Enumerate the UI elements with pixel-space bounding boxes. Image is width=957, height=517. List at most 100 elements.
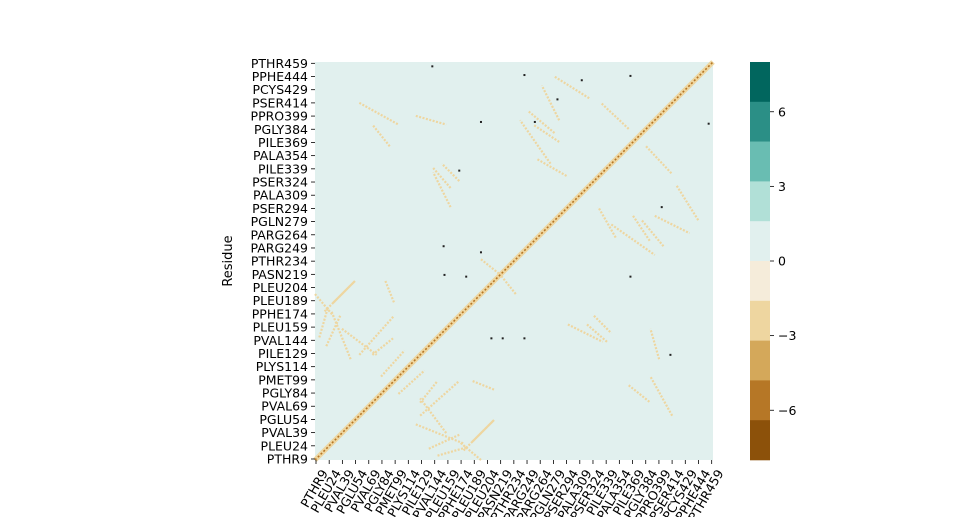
contact-segment-mirror bbox=[532, 123, 560, 143]
contact-segment bbox=[371, 336, 395, 356]
heatmap-plot-area bbox=[313, 60, 715, 462]
contact-point bbox=[442, 245, 445, 248]
contact-segment bbox=[654, 214, 691, 235]
y-tick-label: PILE339 bbox=[258, 161, 308, 176]
colorbar-tick-label: 3 bbox=[778, 179, 786, 194]
contact-segment-mirror bbox=[419, 380, 439, 404]
contact-point bbox=[490, 337, 493, 340]
y-tick-label: PGLU54 bbox=[259, 412, 308, 427]
contact-segment bbox=[528, 110, 556, 135]
contact-point bbox=[660, 206, 663, 209]
contact-segment-mirror bbox=[471, 419, 495, 443]
y-tick-label: PALA354 bbox=[253, 148, 308, 163]
colorbar-bin bbox=[750, 420, 770, 461]
contact-points bbox=[431, 65, 710, 356]
contact-segment-mirror bbox=[371, 123, 391, 147]
contact-point bbox=[479, 120, 482, 123]
contact-point bbox=[479, 251, 482, 254]
contact-point bbox=[707, 122, 710, 125]
contact-segment-mirror bbox=[586, 323, 608, 343]
contact-segment bbox=[397, 369, 426, 395]
contact-segment bbox=[536, 158, 569, 178]
y-tick-label: PLYS114 bbox=[256, 359, 308, 374]
contact-segment-mirror bbox=[640, 219, 665, 247]
x-axis: PTHR9PLEU24PVAL39PGLU54PVAL69PGLY84PMET9… bbox=[297, 460, 727, 517]
y-tick-label: PASN219 bbox=[252, 267, 308, 282]
contact-point bbox=[458, 169, 461, 172]
contact-segment bbox=[384, 280, 396, 304]
colorbar-bin bbox=[750, 300, 770, 341]
y-tick-label: PGLY84 bbox=[262, 386, 308, 401]
contact-segment-mirror bbox=[471, 379, 495, 391]
colorbar-bin bbox=[750, 380, 770, 421]
contact-point bbox=[523, 74, 526, 77]
y-tick-label: PTHR459 bbox=[251, 56, 308, 71]
y-tick-label: PLEU204 bbox=[253, 280, 308, 295]
contact-segment bbox=[341, 327, 378, 356]
diagonal-band bbox=[313, 60, 715, 462]
colorbar-bin bbox=[750, 261, 770, 302]
y-tick-label: PARG264 bbox=[250, 227, 308, 242]
contact-segment bbox=[628, 384, 652, 404]
diagonal-band-inner bbox=[314, 61, 714, 461]
colorbar-bin bbox=[750, 141, 770, 182]
contact-point bbox=[443, 273, 446, 276]
contact-point bbox=[501, 337, 504, 340]
contact-segment bbox=[415, 114, 447, 126]
colorbar-bin bbox=[750, 340, 770, 381]
y-tick-label: PLEU24 bbox=[261, 438, 309, 453]
contact-segment-mirror bbox=[380, 349, 406, 378]
contact-segment bbox=[593, 314, 613, 334]
contact-point bbox=[629, 74, 632, 77]
colorbar: 6 3 0 −3 −6 bbox=[750, 62, 796, 461]
y-tick-label: PPHE444 bbox=[252, 69, 308, 84]
y-tick-label: PGLN279 bbox=[251, 214, 308, 229]
colorbar-tick-label: −3 bbox=[778, 328, 796, 343]
contact-segment-mirror bbox=[323, 280, 356, 313]
contact-segment-mirror bbox=[441, 162, 461, 182]
y-tick-label: PILE129 bbox=[258, 346, 308, 361]
contact-segment bbox=[314, 293, 335, 317]
contact-segment-mirror bbox=[330, 310, 352, 360]
y-tick-label: PLEU189 bbox=[253, 293, 308, 308]
contact-segment bbox=[437, 445, 469, 457]
y-tick-label: PSER414 bbox=[252, 95, 308, 110]
contact-segment-mirror bbox=[600, 102, 630, 130]
contact-point bbox=[629, 275, 632, 278]
colorbar-tick-label: 6 bbox=[778, 104, 786, 119]
contact-segment bbox=[358, 101, 399, 126]
y-tick-label: PVAL144 bbox=[253, 333, 308, 348]
y-tick-label: PPRO399 bbox=[251, 109, 309, 124]
colorbar-bin bbox=[750, 221, 770, 262]
contact-segment-mirror bbox=[419, 380, 460, 417]
y-axis-label: Residue bbox=[221, 235, 236, 286]
contact-segment-mirror bbox=[540, 84, 561, 121]
contact-segment-mirror bbox=[432, 171, 452, 208]
contact-point bbox=[580, 79, 583, 82]
contact-segment-mirror bbox=[497, 271, 517, 295]
contact-segment bbox=[332, 280, 356, 304]
contact-segment bbox=[632, 215, 652, 243]
contact-point bbox=[556, 98, 559, 101]
y-tick-label: PVAL39 bbox=[261, 425, 308, 440]
contact-segment bbox=[610, 223, 656, 256]
contact-point bbox=[465, 275, 468, 278]
contact-segments bbox=[314, 75, 700, 461]
y-tick-label: PALA309 bbox=[253, 188, 308, 203]
colorbar-bin bbox=[750, 181, 770, 222]
contact-segment-mirror bbox=[649, 376, 674, 417]
y-tick-label: PPHE174 bbox=[252, 306, 308, 321]
colorbar-tick-label: −6 bbox=[778, 403, 796, 418]
contact-point bbox=[669, 353, 672, 356]
colorbar-bin bbox=[750, 101, 770, 142]
contact-segment-mirror bbox=[318, 306, 330, 338]
y-tick-label: PARG249 bbox=[250, 240, 308, 255]
contact-segment-mirror bbox=[458, 440, 482, 461]
contact-point bbox=[523, 337, 526, 340]
colorbar-bin bbox=[750, 62, 770, 103]
y-tick-label: PVAL69 bbox=[261, 399, 308, 414]
y-tick-label: PSER294 bbox=[252, 201, 308, 216]
contact-segment bbox=[358, 315, 395, 356]
y-tick-label: PTHR9 bbox=[267, 452, 308, 467]
